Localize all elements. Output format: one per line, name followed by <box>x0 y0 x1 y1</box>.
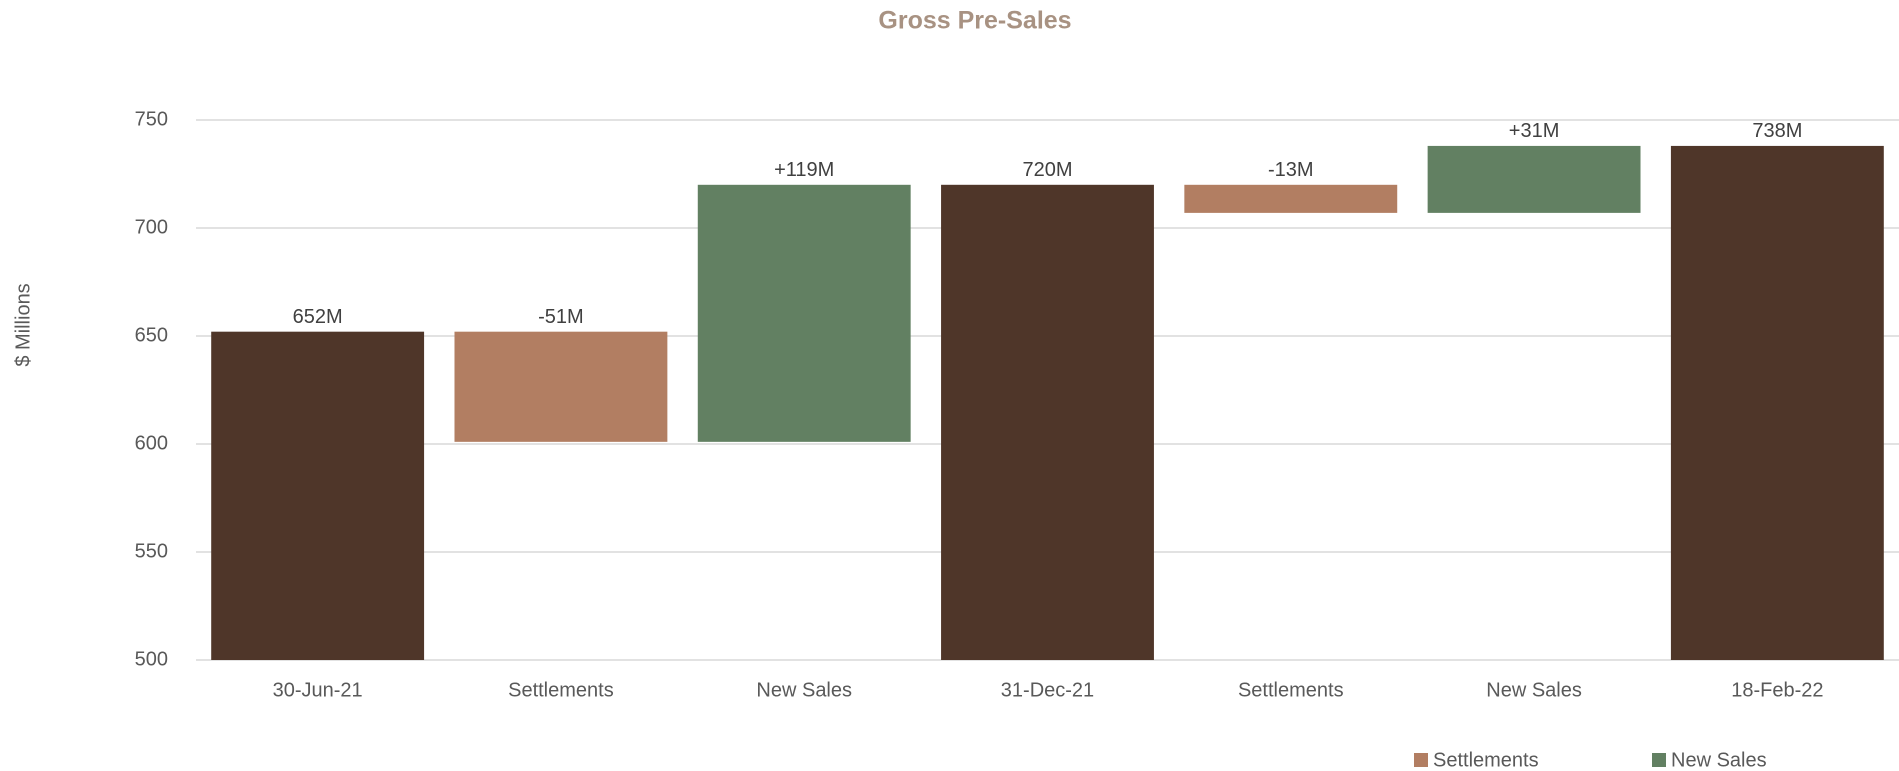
y-tick-label: 500 <box>135 648 168 670</box>
y-tick-label: 700 <box>135 216 168 238</box>
data-label: +31M <box>1509 120 1560 142</box>
x-tick-label: 31-Dec-21 <box>1001 679 1094 701</box>
legend-label: Settlements <box>1433 749 1539 771</box>
y-tick-label: 750 <box>135 108 168 130</box>
y-axis-label: $ Millions <box>12 283 34 366</box>
x-tick-label: Settlements <box>508 679 614 701</box>
bar <box>454 331 668 442</box>
data-label: 720M <box>1022 159 1072 181</box>
y-tick-label: 550 <box>135 540 168 562</box>
x-tick-label: 18-Feb-22 <box>1731 679 1823 701</box>
bar <box>1670 145 1884 661</box>
chart-title: Gross Pre-Sales <box>878 7 1071 35</box>
data-label: 652M <box>293 306 343 328</box>
data-label: -51M <box>538 306 584 328</box>
legend-label: New Sales <box>1671 749 1767 771</box>
legend-swatch <box>1652 753 1666 767</box>
data-label: 738M <box>1752 120 1802 142</box>
y-tick-label: 650 <box>135 324 168 346</box>
bar <box>211 331 425 660</box>
bar <box>1427 145 1641 213</box>
legend-swatch <box>1414 753 1428 767</box>
x-tick-label: Settlements <box>1238 679 1344 701</box>
bar <box>697 184 911 442</box>
bar <box>1184 184 1398 213</box>
bar <box>941 184 1154 661</box>
data-label: -13M <box>1268 159 1314 181</box>
x-tick-label: New Sales <box>1486 679 1582 701</box>
x-tick-label: New Sales <box>756 679 852 701</box>
y-tick-label: 600 <box>135 432 168 454</box>
data-label: +119M <box>774 159 834 181</box>
x-tick-label: 30-Jun-21 <box>273 679 363 701</box>
